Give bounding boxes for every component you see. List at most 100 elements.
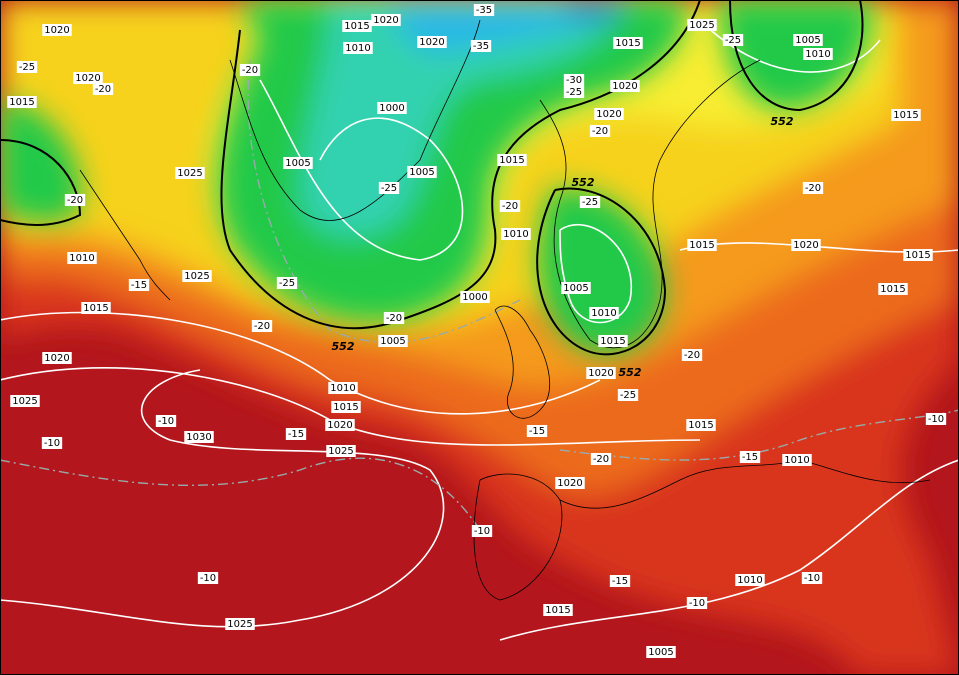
temperature-label: -20 [593, 454, 609, 465]
temperature-label-box [239, 64, 261, 76]
isobar-label-box [735, 574, 765, 586]
thickness-label: 552 [771, 115, 794, 128]
temperature-label-box [563, 86, 585, 98]
temperature-label: -10 [928, 414, 944, 425]
isobar-label: 1010 [784, 455, 809, 466]
temperature-label-box [197, 572, 219, 584]
temperature-label: -25 [279, 278, 295, 289]
temperature-label-box [383, 312, 405, 324]
isobar-label-box [283, 157, 313, 169]
temperature-label: -25 [381, 183, 397, 194]
temperature-label: -10 [689, 598, 705, 609]
temperature-label-box [251, 320, 273, 332]
temperature-label: -15 [612, 576, 628, 587]
temperature-label: -20 [242, 65, 258, 76]
temperature-label-box [285, 428, 307, 440]
temperature-label-box [526, 425, 548, 437]
temperature-label-box [589, 125, 611, 137]
coastlines [79, 19, 931, 601]
temperature-label-box [802, 182, 824, 194]
isobar-label: 1010 [805, 49, 830, 60]
isobar-label-box [10, 395, 40, 407]
isobar-label-box [182, 270, 212, 282]
isobar-label-box [331, 401, 361, 413]
temperature-label: -15 [131, 280, 147, 291]
isobar-label-box [803, 48, 833, 60]
isobar-label: 1010 [503, 229, 528, 240]
isobar-label-box [460, 291, 490, 303]
isobar-label: 1005 [795, 35, 820, 46]
isobar-label-box [686, 419, 716, 431]
temperature-label-box [617, 389, 639, 401]
temperature-label-box [473, 4, 495, 16]
temperature-label: -25 [725, 35, 741, 46]
temperature-label: -25 [566, 87, 582, 98]
isobar-label: 1015 [545, 605, 570, 616]
isobar-label-box [610, 80, 640, 92]
isobar-label: 1015 [689, 240, 714, 251]
isobar-label: 1020 [44, 353, 69, 364]
isobar-label: 1025 [184, 271, 209, 282]
thickness-lines [0, 0, 864, 356]
isobar-label: 1015 [344, 21, 369, 32]
temperature-label-box [378, 182, 400, 194]
thickness-label: 552 [619, 366, 642, 379]
isobar-label: 1015 [9, 97, 34, 108]
temperature-label-box [155, 415, 177, 427]
isobar-label-box [371, 14, 401, 26]
temperature-label-box [590, 453, 612, 465]
temperature-label: -10 [44, 438, 60, 449]
isobar-label: 1020 [373, 15, 398, 26]
temperature-label: -20 [254, 321, 270, 332]
temperature-label-box [609, 575, 631, 587]
temperature-label: -20 [684, 350, 700, 361]
isobar-label: 1015 [688, 420, 713, 431]
temperature-label: -30 [566, 75, 582, 86]
isobar-label-box [543, 604, 573, 616]
isobar-label-box [561, 282, 591, 294]
isobar-label: 1005 [409, 167, 434, 178]
temperature-label: -10 [474, 526, 490, 537]
temperature-label: -35 [476, 5, 492, 16]
temperature-label-box [471, 525, 493, 537]
temperature-label-box [563, 74, 585, 86]
isobar-label-box [42, 352, 72, 364]
isobar-label-box [67, 252, 97, 264]
isobar-label-box [586, 367, 616, 379]
temperature-label: -35 [473, 41, 489, 52]
temperature-label-box [64, 194, 86, 206]
temperature-label-box [499, 200, 521, 212]
isobar-label-box [81, 302, 111, 314]
thickness-label: 552 [332, 340, 355, 353]
temperature-label-box [41, 437, 63, 449]
temperature-label: -10 [158, 416, 174, 427]
isobar-label-box [343, 42, 373, 54]
temperature-label: -10 [804, 573, 820, 584]
isobar-label: 1005 [563, 283, 588, 294]
isobar-label: 1015 [880, 284, 905, 295]
temperature-label: -20 [502, 201, 518, 212]
temperature-label: -15 [529, 426, 545, 437]
isobar-label-box [328, 382, 358, 394]
temperature-label: -20 [95, 84, 111, 95]
thickness-label: 552 [572, 176, 595, 189]
isobar-label: 1015 [893, 110, 918, 121]
isobar-label: 1015 [83, 303, 108, 314]
isobar-label: 1005 [648, 647, 673, 658]
isobar-label-box [407, 166, 437, 178]
isobar-label-box [555, 477, 585, 489]
temperature-label-box [925, 413, 947, 425]
temperature-label-box [722, 34, 744, 46]
isobar-label-box [377, 102, 407, 114]
isobar-label-box [42, 24, 72, 36]
isobar-label: 1015 [333, 402, 358, 413]
isobar-label: 1020 [588, 368, 613, 379]
isobar-label: 1030 [186, 432, 211, 443]
isobar-label: 1025 [177, 168, 202, 179]
isobar-label-box [225, 618, 255, 630]
isobar-label-box [184, 431, 214, 443]
isobar-label-box [598, 335, 628, 347]
isobar-label: 1025 [328, 446, 353, 457]
isobar-label-box [378, 335, 408, 347]
isobar-label: 1010 [591, 308, 616, 319]
